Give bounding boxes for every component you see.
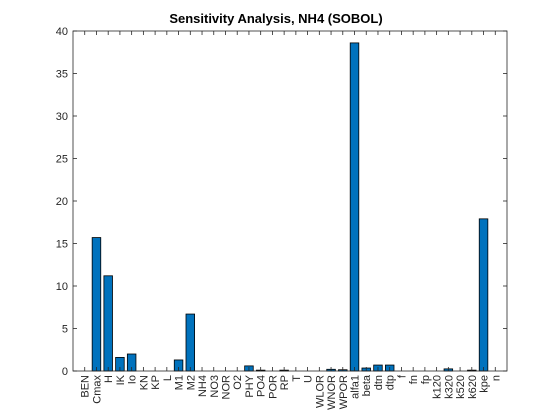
x-tick-label: IK (115, 374, 127, 385)
x-tick-label: NOR (220, 375, 232, 400)
x-tick-label: k320 (443, 375, 455, 399)
x-tick-label: n (490, 375, 502, 381)
x-tick-label: NH4 (197, 375, 209, 397)
y-tick-label: 40 (56, 26, 68, 38)
x-tick-label: dtn (373, 375, 385, 390)
x-tick-label: T (291, 375, 303, 382)
x-tick-label: kpe (479, 375, 491, 393)
x-tick-label: beta (361, 374, 373, 396)
bar-H (103, 275, 113, 372)
x-tick-label: KP (150, 375, 162, 390)
x-tick-label: H (103, 375, 115, 383)
bar-kpe (478, 218, 489, 372)
y-tick-label: 5 (62, 324, 68, 336)
y-tick-label: 20 (56, 196, 68, 208)
x-tick-label: Io (127, 375, 139, 384)
x-tick-label: WNOR (326, 375, 338, 410)
x-tick-label: fp (420, 375, 432, 384)
x-tick-label: k120 (432, 375, 444, 399)
x-tick-label: POR (267, 375, 279, 399)
chart-title: Sensitivity Analysis, NH4 (SOBOL) (169, 11, 382, 26)
x-tick-label: Cmax (91, 375, 103, 404)
bar-alfa1 (349, 42, 360, 372)
x-tick-label: alfa1 (350, 375, 362, 399)
y-tick-label: 0 (62, 366, 68, 378)
y-tick-label: 30 (56, 111, 68, 123)
y-tick-label: 10 (56, 281, 68, 293)
x-tick-label: RP (279, 375, 291, 390)
x-tick-label: fn (408, 375, 420, 384)
x-tick-label: O2 (232, 375, 244, 390)
x-tick-label: BEN (80, 375, 92, 398)
x-tick-label: M1 (174, 375, 186, 390)
x-tick-label: M2 (185, 375, 197, 390)
bar-M2 (185, 313, 196, 372)
x-axis: BEN Cmax H IK Io KN KP L M1 M2 NH4 NO3 NOR O2 PHY PO4 PO… (80, 31, 502, 410)
bar-Cmax (91, 237, 102, 372)
x-tick-label: WPOR (338, 375, 350, 409)
y-tick-label: 35 (56, 69, 68, 81)
x-tick-label: k620 (467, 375, 479, 399)
x-tick-label: f (396, 374, 408, 378)
x-tick-label: WLOR (314, 375, 326, 408)
x-tick-label: dtp (385, 375, 397, 390)
y-tick-label: 25 (56, 154, 68, 166)
x-tick-label: L (162, 375, 174, 381)
y-axis: 0 5 10 15 20 25 30 35 40 (56, 26, 507, 378)
x-tick-label: PHY (244, 374, 256, 397)
x-tick-label: PO4 (256, 375, 268, 397)
y-tick-label: 15 (56, 239, 68, 251)
plot-area-frame (72, 30, 508, 372)
bars-group (91, 42, 489, 372)
x-tick-label: KN (138, 375, 150, 390)
x-tick-label: k520 (455, 375, 467, 399)
x-tick-label: U (303, 375, 315, 383)
x-tick-label: NO3 (209, 375, 221, 398)
